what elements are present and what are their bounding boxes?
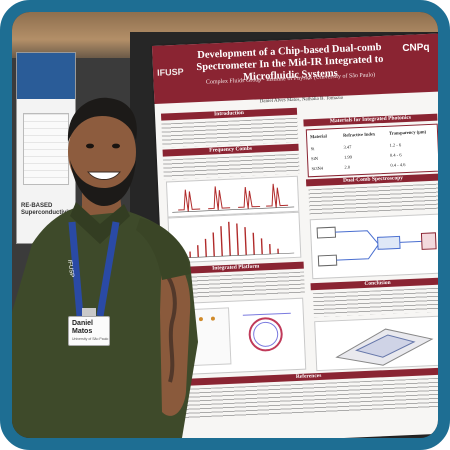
- lanyard-right: [96, 221, 120, 317]
- hair: [67, 97, 137, 142]
- left-eye: [86, 143, 94, 149]
- microfluidic-chip-figure: [314, 315, 438, 372]
- background-poster-figure: [23, 113, 69, 185]
- pulse-train-plot: [165, 175, 300, 218]
- background-poster-text: RE-BASED Superconductivity: [21, 203, 74, 216]
- badge-last-name: Matos: [72, 328, 93, 335]
- person-illustration: IFUSP: [12, 97, 198, 438]
- badge-first-name: Daniel: [72, 320, 94, 327]
- badge-clip: [82, 308, 96, 316]
- background-poster-header: [17, 53, 75, 99]
- photo: RE-BASED Superconductivity IFUSP Develop…: [12, 12, 438, 438]
- collar: [70, 202, 130, 244]
- name-badge: Daniel Matos University of São Paulo: [68, 316, 110, 346]
- right-eye: [112, 143, 120, 149]
- research-poster: IFUSP Development of a Chip-based Dual-c…: [152, 33, 438, 438]
- sleeve: [136, 218, 190, 280]
- arm-tattoo: [162, 270, 177, 383]
- smile: [86, 171, 122, 180]
- comb-spectrum-plot: [167, 211, 302, 264]
- lanyard-text: IFUSP: [66, 259, 74, 277]
- beard: [70, 160, 136, 206]
- dual-comb-setup-diagram: [309, 213, 438, 280]
- lanyard-left: [68, 221, 84, 317]
- arm: [160, 248, 191, 416]
- badge-affiliation: University of São Paulo: [72, 337, 109, 341]
